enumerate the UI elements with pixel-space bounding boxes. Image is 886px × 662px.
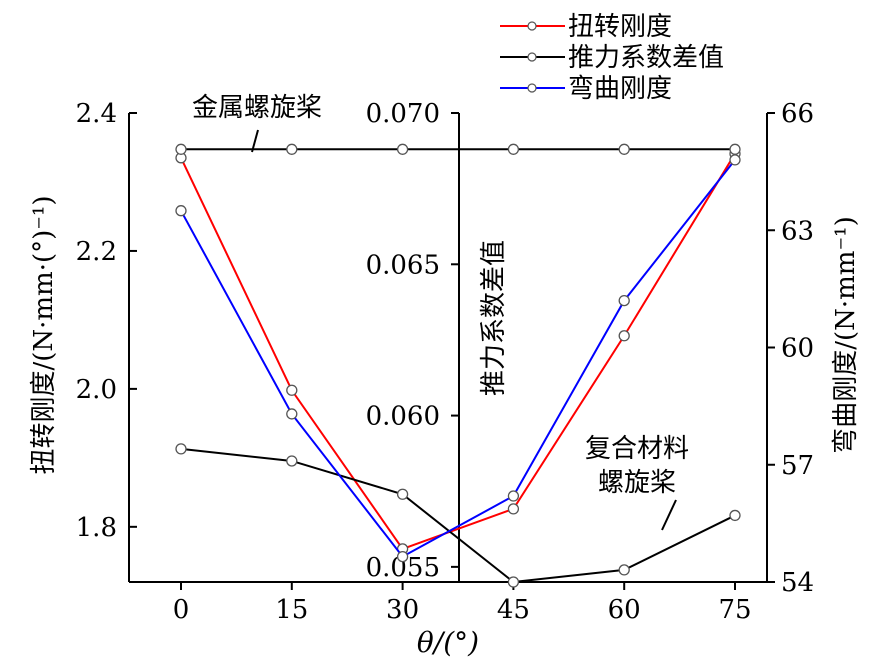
data-point: [729, 143, 741, 155]
data-point: [618, 143, 630, 155]
data-point: [396, 143, 409, 155]
series-line-left-0: [180, 153, 736, 551]
data-point: [618, 294, 630, 307]
legend-swatch-marker: [527, 52, 537, 62]
left-tick-label: 1.8: [76, 513, 117, 543]
series-line-middle-1: [180, 447, 736, 584]
right-tick-label: 63: [781, 216, 814, 246]
data-point: [286, 455, 298, 467]
ticks: 0 15 30 45 60 751.82.02.22.40.0550.0600.0650.…: [76, 99, 814, 625]
data-point: [507, 143, 520, 155]
data-point: [729, 509, 741, 522]
left-tick-label: 2.4: [76, 99, 117, 129]
right-tick-label: 66: [781, 99, 814, 129]
legend-swatch-marker: [527, 83, 537, 93]
x-axis-title: θ/(°): [417, 626, 479, 659]
series-group: [175, 143, 741, 588]
legend-label: 推力系数差值: [568, 43, 724, 73]
data-point: [507, 490, 520, 502]
data-point: [396, 550, 409, 563]
x-tick-label: 15: [275, 595, 308, 625]
x-tick-label: 45: [497, 595, 530, 625]
legend-label: 弯曲刚度: [568, 74, 672, 104]
data-point: [729, 154, 741, 166]
left-tick-label: 2.2: [76, 237, 117, 267]
legend-label: 扭转刚度: [568, 12, 672, 42]
annotation-composite-line2: 螺旋桨: [598, 468, 676, 498]
data-point: [618, 330, 630, 342]
x-tick-label: 75: [718, 595, 751, 625]
right-tick-label: 60: [781, 334, 814, 364]
left-tick-label: 2.0: [76, 375, 117, 405]
x-tick-label: 30: [386, 595, 419, 625]
data-point: [175, 443, 187, 455]
middle-axis-title: 推力系数差值: [479, 240, 509, 396]
legend-swatch-marker: [527, 21, 537, 31]
data-point: [507, 503, 520, 515]
middle-tick-label: 0.070: [366, 99, 440, 129]
annotation-metal: 金属螺旋桨: [192, 93, 322, 123]
right-tick-label: 57: [781, 451, 814, 481]
x-tick-label: 0: [173, 595, 190, 625]
data-point: [286, 384, 298, 396]
data-point: [286, 143, 298, 155]
data-point: [618, 564, 630, 576]
left-axis-title: 扭转刚度/(N·mm·(°)⁻¹): [29, 195, 59, 474]
right-axis-title: 弯曲刚度/(N·mm⁻¹): [831, 216, 861, 454]
right-tick-label: 54: [781, 568, 814, 598]
middle-tick-label: 0.065: [366, 250, 440, 280]
data-point: [175, 143, 187, 155]
middle-tick-label: 0.060: [366, 402, 440, 432]
annotation-composite-leader: [661, 499, 677, 531]
data-point: [396, 488, 409, 500]
annotation-composite-line1: 复合材料: [585, 434, 689, 464]
data-point: [507, 576, 520, 588]
data-point: [175, 205, 187, 217]
series-line-right-3: [180, 159, 736, 558]
data-point: [286, 408, 298, 420]
x-tick-label: 60: [608, 595, 641, 625]
